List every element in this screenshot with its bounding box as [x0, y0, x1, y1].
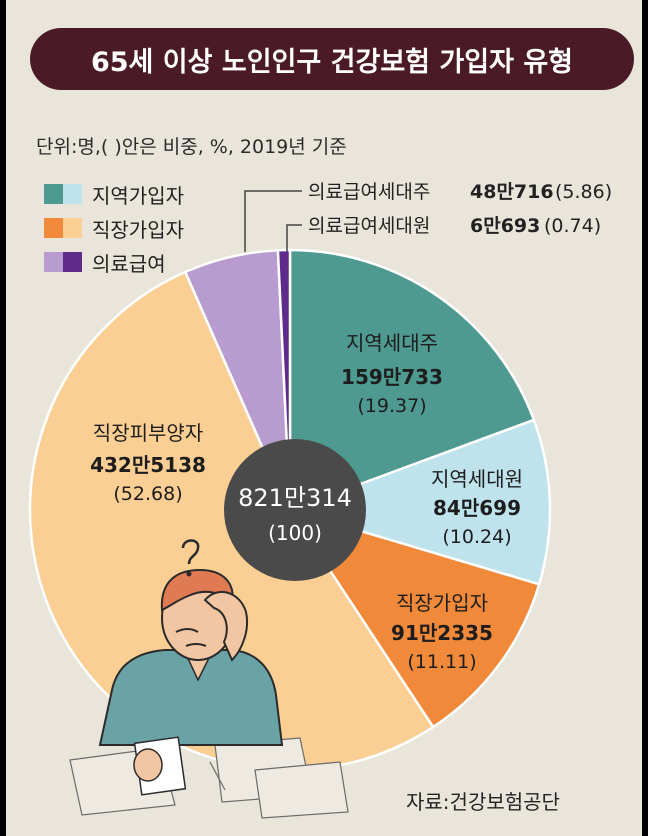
legend-swatch-jikjang	[44, 218, 82, 238]
legend-item-jiyeok: 지역가입자	[44, 180, 184, 208]
slice-label-name: 직장가입자	[396, 591, 488, 615]
swatch-part	[63, 252, 82, 272]
slice-label-value: 159만733	[341, 365, 443, 389]
slice-label-percent: (52.68)	[113, 483, 182, 505]
callout-percent: (0.74)	[544, 215, 601, 237]
slice-label-value: 84만699	[433, 496, 521, 520]
callout-uiryo-sedaewon: 의료급여세대원 6만693 (0.74)	[308, 215, 601, 237]
swatch-part	[44, 252, 63, 272]
slice-label-percent: (11.11)	[407, 651, 476, 673]
legend-label: 지역가입자	[92, 183, 184, 208]
callout-value: 48만716	[470, 181, 554, 203]
center-circle	[224, 439, 366, 581]
callout-line-uiryo-sedaeju	[244, 190, 302, 252]
legend-swatch-uiryo	[44, 252, 82, 272]
worried-person-illustration	[69, 539, 349, 819]
swatch-part	[63, 218, 82, 238]
swatch-part	[63, 184, 82, 204]
pie-center-total: 821만314 (100)	[224, 439, 366, 581]
slice-label-jikjang-gaipja: 직장가입자 91만2335 (11.11)	[391, 591, 493, 673]
callout-line-uiryo-sedaewon	[286, 224, 302, 252]
source-note: 자료:건강보험공단	[406, 790, 560, 814]
pie-slice-0	[288, 248, 536, 512]
hand-holding-paper	[133, 748, 163, 782]
face-lines	[175, 628, 207, 647]
callout-label: 의료급여세대원	[308, 215, 430, 237]
slice-label-jiyeok-sedaewon: 지역세대원 84만699 (10.24)	[431, 467, 523, 548]
question-mark-dot	[186, 571, 192, 577]
callout-percent: (5.86)	[555, 181, 612, 203]
pie-slice-1	[286, 418, 552, 586]
legend-swatch-jiyeok	[44, 184, 82, 204]
callout-label: 의료급여세대주	[308, 181, 430, 203]
center-total-percent: (100)	[268, 521, 322, 545]
swatch-part	[44, 184, 63, 204]
pie-slice-2	[287, 507, 541, 729]
slice-label-value: 91만2335	[391, 621, 493, 645]
paper-sheet	[254, 761, 349, 819]
chart-title-text: 65세 이상 노인인구 건강보험 가입자 유형	[90, 46, 573, 78]
slice-label-percent: (19.37)	[357, 395, 426, 417]
legend-label: 의료급여	[92, 251, 166, 276]
unit-note: 단위:명,( )안은 비중, %, 2019년 기준	[36, 136, 347, 158]
legend-item-jikjang: 직장가입자	[44, 214, 184, 242]
center-total-value: 821만314	[238, 484, 352, 512]
slice-label-jiyeok-sedaeju: 지역세대주 159만733 (19.37)	[341, 331, 443, 417]
slice-label-value: 432만5138	[90, 453, 206, 477]
question-mark-icon	[181, 539, 200, 565]
legend: 지역가입자 직장가입자 의료급여	[44, 180, 184, 282]
slice-label-percent: (10.24)	[442, 526, 511, 548]
slice-label-jikjang-pibuyangja: 직장피부양자 432만5138 (52.68)	[90, 421, 206, 505]
slice-label-name: 직장피부양자	[93, 421, 203, 445]
slice-label-name: 지역세대주	[346, 331, 438, 355]
swatch-part	[44, 218, 63, 238]
legend-item-uiryo: 의료급여	[44, 248, 184, 276]
slice-label-name: 지역세대원	[431, 467, 523, 491]
hand-on-head	[203, 590, 248, 662]
callout-uiryo-sedaeju: 의료급여세대주 48만716 (5.86)	[308, 181, 612, 203]
chart-title: 65세 이상 노인인구 건강보험 가입자 유형	[30, 28, 634, 90]
pencil	[209, 761, 226, 791]
callout-lines	[244, 190, 302, 252]
legend-label: 직장가입자	[92, 217, 184, 242]
callout-value: 6만693	[470, 215, 540, 237]
